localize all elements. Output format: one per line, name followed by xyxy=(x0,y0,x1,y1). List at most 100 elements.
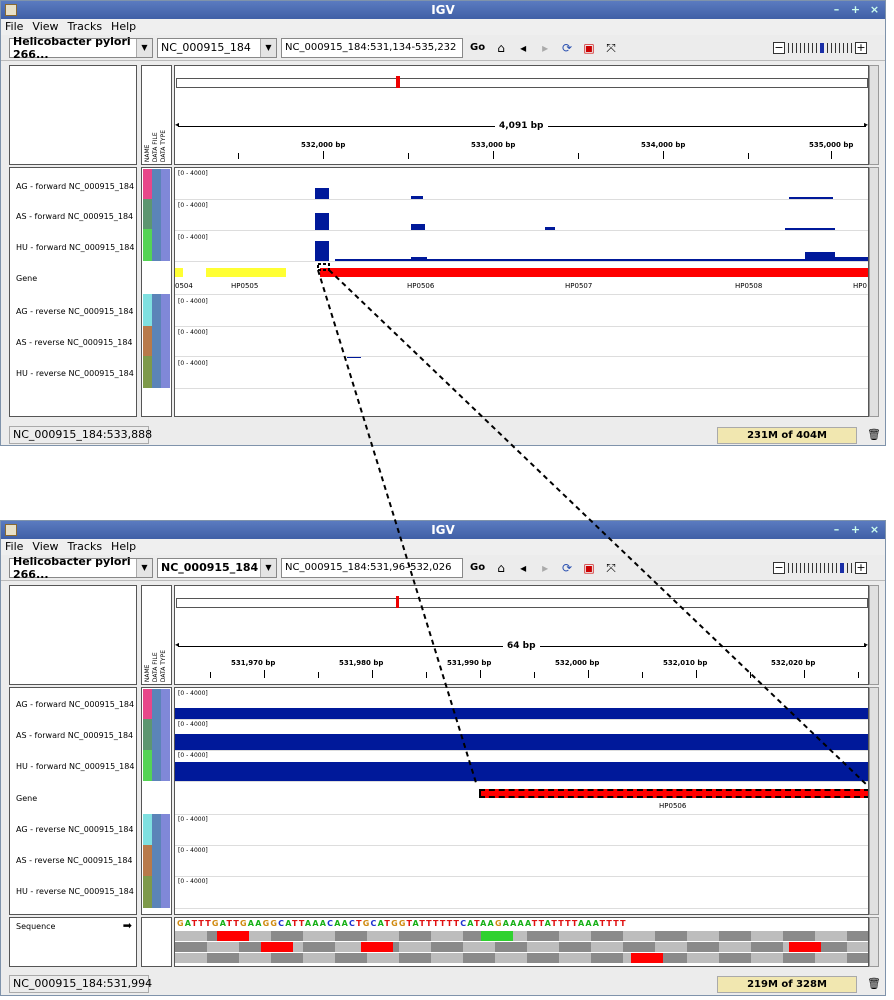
track-name[interactable]: AG - forward NC_000915_184 xyxy=(16,700,135,709)
close-icon[interactable]: × xyxy=(869,3,880,16)
chromosome-select[interactable]: NC_000915_184 ▼ xyxy=(157,37,277,58)
strand-arrow-icon[interactable]: ➡ xyxy=(122,919,132,932)
back-icon[interactable]: ◂ xyxy=(520,40,527,55)
close-icon[interactable]: × xyxy=(869,523,880,536)
header-scrollbar[interactable] xyxy=(869,65,879,165)
track-scrollbar[interactable] xyxy=(869,687,879,915)
region-icon[interactable]: ▣ xyxy=(583,560,595,575)
go-button[interactable]: Go xyxy=(470,42,486,53)
track-name[interactable]: AG - forward NC_000915_184 xyxy=(16,182,135,191)
track-name[interactable]: AS - reverse NC_000915_184 xyxy=(16,338,133,347)
home-icon[interactable]: ⌂ xyxy=(497,560,505,575)
zoom-in-icon[interactable]: + xyxy=(855,40,867,54)
attr-cell[interactable] xyxy=(161,814,170,908)
attr-type-header[interactable]: DATA TYPE xyxy=(160,649,167,682)
resize-icon[interactable]: ⤧ xyxy=(606,40,616,55)
attr-cell[interactable] xyxy=(143,229,152,261)
attr-cell[interactable] xyxy=(143,169,152,199)
resize-icon[interactable]: ⤧ xyxy=(606,560,616,575)
attr-cell[interactable] xyxy=(143,814,152,845)
genome-select[interactable]: Helicobacter pylori 266... ▼ xyxy=(9,35,153,61)
zoom-out-icon[interactable]: − xyxy=(773,40,785,54)
forward-icon[interactable]: ▸ xyxy=(542,560,549,575)
chromosome-select[interactable]: NC_000915_184 ▼ xyxy=(157,557,277,578)
trash-icon[interactable]: 🗑 xyxy=(867,977,881,990)
gene-feature[interactable] xyxy=(206,268,286,277)
menu-view[interactable]: View xyxy=(32,540,59,553)
back-icon[interactable]: ◂ xyxy=(520,560,527,575)
track-name[interactable]: Gene xyxy=(16,794,38,803)
track-name[interactable]: HU - reverse NC_000915_184 xyxy=(16,369,134,378)
menu-help[interactable]: Help xyxy=(111,20,137,33)
locus-input[interactable]: NC_000915_184:531,134-535,232 xyxy=(281,37,463,58)
attr-cell[interactable] xyxy=(161,294,170,388)
menu-view[interactable]: View xyxy=(32,20,59,33)
zoom-in-icon[interactable]: + xyxy=(855,560,867,574)
minimize-icon[interactable]: – xyxy=(833,523,840,536)
track-name[interactable]: HU - forward NC_000915_184 xyxy=(16,243,135,252)
sequence-scrollbar[interactable] xyxy=(869,917,879,967)
attr-cell[interactable] xyxy=(143,876,152,908)
base: T xyxy=(551,919,559,928)
attr-cell[interactable] xyxy=(143,326,152,356)
gene-label: HP0 xyxy=(853,282,867,290)
maximize-icon[interactable]: + xyxy=(850,3,861,16)
track-name[interactable]: AS - forward NC_000915_184 xyxy=(16,731,134,740)
menu-tracks[interactable]: Tracks xyxy=(67,20,103,33)
track-name[interactable]: Gene xyxy=(16,274,38,283)
track-name[interactable]: AG - reverse NC_000915_184 xyxy=(16,825,134,834)
track-name[interactable]: AS - forward NC_000915_184 xyxy=(16,212,134,221)
track-name[interactable]: HU - reverse NC_000915_184 xyxy=(16,887,134,896)
attr-cell[interactable] xyxy=(143,199,152,229)
maximize-icon[interactable]: + xyxy=(850,523,861,536)
genome-select[interactable]: Helicobacter pylori 266... ▼ xyxy=(9,555,153,581)
attr-cell[interactable] xyxy=(143,689,152,719)
attr-type-header[interactable]: DATA TYPE xyxy=(160,129,167,162)
track-scrollbar[interactable] xyxy=(869,167,879,417)
attr-cell[interactable] xyxy=(161,169,170,261)
home-icon[interactable]: ⌂ xyxy=(497,40,505,55)
region-icon[interactable]: ▣ xyxy=(583,40,595,55)
attr-cell[interactable] xyxy=(143,719,152,750)
track-name[interactable]: AS - reverse NC_000915_184 xyxy=(16,856,133,865)
attr-cell[interactable] xyxy=(143,294,152,326)
gene-feature[interactable] xyxy=(175,268,183,277)
go-button[interactable]: Go xyxy=(470,562,486,573)
gene-feature-hp0506[interactable] xyxy=(320,268,868,277)
trash-icon[interactable]: 🗑 xyxy=(867,428,881,441)
attr-cell[interactable] xyxy=(143,845,152,876)
base: A xyxy=(524,919,532,928)
attr-cell[interactable] xyxy=(152,169,161,261)
zoom-slider[interactable] xyxy=(788,42,852,53)
track-name[interactable]: AG - reverse NC_000915_184 xyxy=(16,307,134,316)
attr-cell[interactable] xyxy=(152,689,161,781)
menu-help[interactable]: Help xyxy=(111,540,137,553)
attr-cell[interactable] xyxy=(143,750,152,781)
minimize-icon[interactable]: – xyxy=(833,3,840,16)
attr-cell[interactable] xyxy=(143,356,152,388)
track-range-label: [0 - 4000] xyxy=(178,202,208,209)
chromosome-ideogram[interactable] xyxy=(176,78,868,88)
chromosome-ideogram[interactable] xyxy=(176,598,868,608)
menu-file[interactable]: File xyxy=(5,540,24,553)
gene-feature-hp0506[interactable] xyxy=(479,789,868,798)
attr-cell[interactable] xyxy=(152,294,161,388)
menu-file[interactable]: File xyxy=(5,20,24,33)
attr-name-header[interactable]: NAME xyxy=(144,144,151,162)
attr-file-header[interactable]: DATA FILE xyxy=(152,132,159,162)
zoom-out-icon[interactable]: − xyxy=(773,560,785,574)
attr-file-header[interactable]: DATA FILE xyxy=(152,652,159,682)
attr-cell[interactable] xyxy=(152,814,161,908)
refresh-icon[interactable]: ⟳ xyxy=(562,560,573,575)
zoom-slider[interactable] xyxy=(788,562,852,573)
forward-icon[interactable]: ▸ xyxy=(542,40,549,55)
track-name[interactable]: HU - forward NC_000915_184 xyxy=(16,762,135,771)
refresh-icon[interactable]: ⟳ xyxy=(562,40,573,55)
header-scrollbar[interactable] xyxy=(869,585,879,685)
menu-tracks[interactable]: Tracks xyxy=(67,540,103,553)
attr-cell[interactable] xyxy=(161,689,170,781)
locus-input[interactable]: NC_000915_184:531,96–532,026 xyxy=(281,557,463,578)
ruler-tick-label: 532,000 bp xyxy=(555,659,600,667)
sequence-track-name[interactable]: Sequence xyxy=(16,922,56,931)
attr-name-header[interactable]: NAME xyxy=(144,664,151,682)
